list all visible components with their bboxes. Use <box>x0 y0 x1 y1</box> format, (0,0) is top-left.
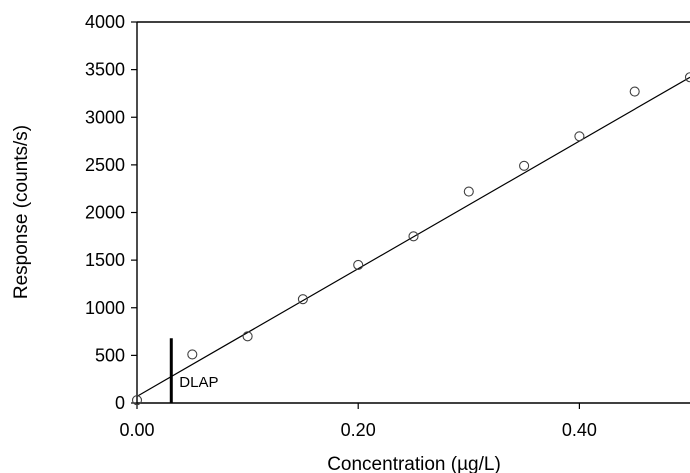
dlap-label: DLAP <box>179 374 218 391</box>
data-point <box>242 331 253 342</box>
y-tick-label: 3000 <box>85 107 125 127</box>
series-group <box>131 72 690 406</box>
y-axis-title: Response (counts/s) <box>11 125 32 299</box>
data-point <box>297 294 308 305</box>
y-tick-label: 2000 <box>85 203 125 223</box>
annotation-group: DLAP <box>169 338 218 403</box>
x-tick-label: 0.40 <box>562 420 597 440</box>
y-tick-label: 4000 <box>85 12 125 32</box>
y-tick-label: 500 <box>95 345 125 365</box>
x-tick-label: 0.20 <box>341 420 376 440</box>
y-tick-label: 1000 <box>85 298 125 318</box>
y-tick-label: 0 <box>115 393 125 413</box>
y-tick-label: 2500 <box>85 155 125 175</box>
tick-group: 0 500 1000 1500 2000 2500 3000 3500 4000 0.00 0.20… <box>85 12 597 440</box>
x-tick-label: 0.00 <box>119 420 154 440</box>
y-tick-label: 3500 <box>85 60 125 80</box>
axes <box>136 21 690 404</box>
data-point <box>684 72 690 83</box>
y-tick-label: 1500 <box>85 250 125 270</box>
data-point <box>574 131 585 142</box>
data-point <box>408 231 419 242</box>
data-point <box>463 186 474 197</box>
data-point <box>353 259 364 270</box>
data-point <box>131 395 143 406</box>
data-point <box>187 349 198 360</box>
trend-line <box>136 76 690 397</box>
x-axis-title: Concentration (µg/L) <box>327 454 501 473</box>
data-point <box>629 86 640 97</box>
data-point <box>519 160 530 171</box>
